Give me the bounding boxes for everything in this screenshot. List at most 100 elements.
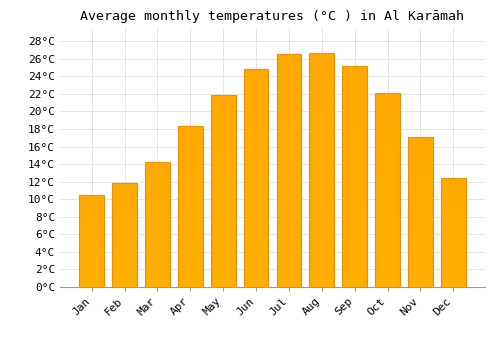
Bar bbox=[312, 162, 332, 170]
Bar bbox=[81, 204, 102, 207]
Bar bbox=[114, 228, 135, 232]
Bar bbox=[180, 126, 201, 132]
Bar bbox=[278, 78, 299, 85]
Bar bbox=[246, 236, 266, 244]
Bar bbox=[344, 147, 365, 154]
Bar bbox=[443, 276, 464, 280]
Bar bbox=[410, 152, 431, 157]
Bar bbox=[81, 275, 102, 278]
Bar bbox=[81, 235, 102, 238]
Bar bbox=[312, 264, 332, 271]
Bar bbox=[312, 248, 332, 256]
Bar bbox=[312, 92, 332, 99]
Bar bbox=[344, 110, 365, 117]
Bar bbox=[114, 276, 135, 280]
Bar bbox=[147, 245, 168, 250]
Bar bbox=[344, 103, 365, 110]
Bar bbox=[278, 108, 299, 117]
Bar bbox=[312, 186, 332, 193]
Bar bbox=[180, 276, 201, 282]
Bar bbox=[212, 261, 234, 268]
Bar bbox=[443, 265, 464, 269]
Bar bbox=[212, 172, 234, 178]
Bar bbox=[81, 223, 102, 225]
Bar bbox=[377, 242, 398, 248]
Bar bbox=[180, 266, 201, 271]
Bar bbox=[310, 52, 334, 287]
Bar bbox=[443, 273, 464, 276]
Bar bbox=[377, 235, 398, 242]
Bar bbox=[246, 120, 266, 127]
Bar bbox=[212, 274, 234, 281]
Bar bbox=[278, 264, 299, 272]
Bar bbox=[377, 177, 398, 183]
Bar bbox=[147, 179, 168, 183]
Bar bbox=[278, 62, 299, 70]
Bar bbox=[410, 262, 431, 267]
Bar bbox=[377, 248, 398, 255]
Bar bbox=[377, 125, 398, 132]
Bar bbox=[246, 244, 266, 251]
Bar bbox=[212, 236, 234, 242]
Bar bbox=[443, 225, 464, 229]
Bar bbox=[377, 196, 398, 203]
Bar bbox=[278, 248, 299, 256]
Bar bbox=[344, 88, 365, 95]
Bar bbox=[278, 225, 299, 233]
Bar bbox=[377, 261, 398, 268]
Bar bbox=[377, 164, 398, 170]
Bar bbox=[147, 266, 168, 271]
Bar bbox=[180, 212, 201, 217]
Bar bbox=[377, 222, 398, 229]
Bar bbox=[81, 268, 102, 272]
Bar bbox=[344, 176, 365, 184]
Bar bbox=[410, 187, 431, 192]
Bar bbox=[312, 115, 332, 123]
Bar bbox=[410, 162, 431, 167]
Bar bbox=[246, 251, 266, 258]
Bar bbox=[212, 197, 234, 204]
Bar bbox=[278, 217, 299, 225]
Bar bbox=[81, 219, 102, 223]
Bar bbox=[377, 119, 398, 125]
Bar bbox=[114, 204, 135, 208]
Bar bbox=[410, 192, 431, 197]
Bar bbox=[443, 229, 464, 232]
Bar bbox=[278, 70, 299, 78]
Bar bbox=[147, 212, 168, 216]
Bar bbox=[81, 207, 102, 210]
Bar bbox=[145, 162, 170, 287]
Bar bbox=[344, 258, 365, 265]
Bar bbox=[278, 93, 299, 101]
Bar bbox=[443, 244, 464, 247]
Bar bbox=[278, 240, 299, 248]
Bar bbox=[81, 229, 102, 232]
Bar bbox=[410, 137, 431, 142]
Bar bbox=[212, 223, 234, 229]
Bar bbox=[312, 146, 332, 154]
Bar bbox=[212, 120, 234, 127]
Bar bbox=[344, 66, 365, 73]
Bar bbox=[246, 207, 266, 215]
Bar bbox=[212, 255, 234, 261]
Bar bbox=[410, 157, 431, 162]
Bar bbox=[81, 272, 102, 275]
Bar bbox=[246, 106, 266, 113]
Bar bbox=[344, 80, 365, 88]
Bar bbox=[114, 194, 135, 197]
Bar bbox=[246, 193, 266, 200]
Bar bbox=[81, 250, 102, 253]
Bar bbox=[114, 235, 135, 239]
Bar bbox=[212, 281, 234, 287]
Bar bbox=[81, 256, 102, 259]
Bar bbox=[443, 240, 464, 244]
Bar bbox=[114, 270, 135, 273]
Bar bbox=[278, 256, 299, 264]
Bar bbox=[180, 191, 201, 196]
Bar bbox=[312, 232, 332, 240]
Bar bbox=[410, 232, 431, 237]
Bar bbox=[212, 165, 234, 172]
Bar bbox=[443, 186, 464, 189]
Bar bbox=[342, 66, 367, 287]
Bar bbox=[377, 190, 398, 196]
